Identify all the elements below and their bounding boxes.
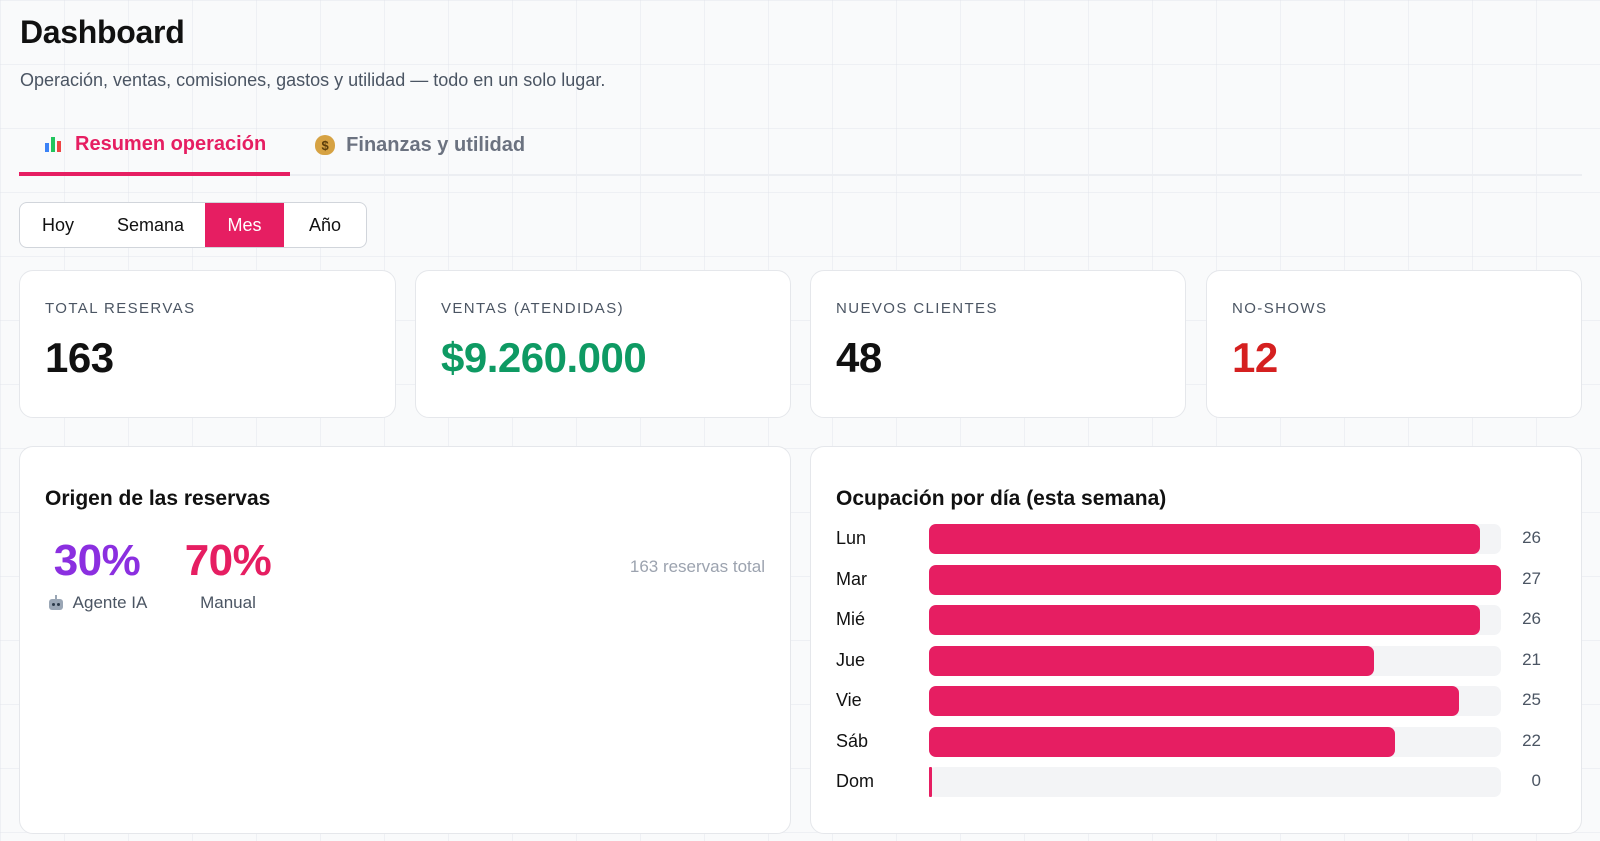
tab-resumen-operacion[interactable]: Resumen operación xyxy=(19,116,291,176)
kpi-card-no-shows: NO-SHOWS 12 xyxy=(1206,270,1582,418)
kpi-label: NUEVOS CLIENTES xyxy=(836,300,998,317)
origin-panel: Origen de las reservas 30% Agente IA 70%… xyxy=(19,446,791,834)
bar xyxy=(929,605,1480,635)
bar-category-label: Mié xyxy=(836,609,866,629)
bar-row-5: Sáb 22 xyxy=(836,726,1541,757)
period-mes-button[interactable]: Mes xyxy=(205,203,284,247)
period-selector: Hoy Semana Mes Año xyxy=(19,202,367,248)
kpi-label: TOTAL RESERVAS xyxy=(45,300,196,317)
origin-percent: 70% xyxy=(184,536,272,585)
origin-item-agente-ia: 30% Agente IA xyxy=(45,535,149,613)
page-subtitle: Operación, ventas, comisiones, gastos y … xyxy=(20,70,606,90)
bar-track xyxy=(929,726,1501,757)
origin-label-row: Agente IA xyxy=(45,593,149,613)
bar-track xyxy=(929,524,1501,554)
bar-track xyxy=(929,767,1501,797)
bar xyxy=(929,686,1459,716)
bar-value-label: 22 xyxy=(1522,730,1541,750)
bar-row-2: Mié 26 xyxy=(836,605,1541,635)
tab-label: Resumen operación xyxy=(75,132,267,155)
bar-row-6: Dom 0 xyxy=(836,767,1541,797)
bar-row-1: Mar 27 xyxy=(836,564,1541,595)
bar-category-label: Mar xyxy=(836,568,867,589)
bar xyxy=(929,767,932,797)
origin-percent: 30% xyxy=(53,536,141,585)
bar xyxy=(929,726,1396,757)
bar xyxy=(929,524,1480,554)
bar-row-4: Vie 25 xyxy=(836,686,1541,716)
bar-category-label: Lun xyxy=(836,528,867,548)
period-semana-button[interactable]: Semana xyxy=(116,214,185,235)
bar-category-label: Sáb xyxy=(836,730,869,751)
robot-icon xyxy=(47,595,65,611)
tab-finanzas-utilidad[interactable]: $ Finanzas y utilidad xyxy=(290,116,549,174)
kpi-card-total-reservas: TOTAL RESERVAS 163 xyxy=(19,270,396,418)
bar-row-3: Jue 21 xyxy=(836,645,1541,676)
bar-category-label: Jue xyxy=(836,649,866,670)
bar-value-label: 25 xyxy=(1522,690,1541,709)
bar-row-0: Lun 26 xyxy=(836,524,1541,554)
origin-total: 163 reservas total xyxy=(629,557,765,576)
bar-track xyxy=(929,686,1501,716)
kpi-card-ventas: VENTAS (ATENDIDAS) $9.260.000 xyxy=(415,270,791,418)
origin-title: Origen de las reservas xyxy=(45,487,271,510)
bar-value-label: 0 xyxy=(1531,771,1541,790)
bar-value-label: 26 xyxy=(1522,528,1541,547)
origin-item-manual: 70% Manual xyxy=(179,535,277,613)
occupancy-panel: Ocupación por día (esta semana) Lun 26 Mar… xyxy=(810,446,1582,834)
bar xyxy=(929,645,1374,676)
bar-value-label: 27 xyxy=(1522,568,1541,588)
origin-label: Agente IA xyxy=(72,593,148,612)
occupancy-title: Ocupación por día (esta semana) xyxy=(836,487,1167,510)
origin-label-row: Manual xyxy=(179,593,277,613)
kpi-value: 163 xyxy=(45,334,114,381)
tab-label: Finanzas y utilidad xyxy=(346,133,526,156)
period-hoy-button[interactable]: Hoy xyxy=(41,214,74,235)
page-title: Dashboard xyxy=(20,14,185,50)
kpi-label: NO-SHOWS xyxy=(1232,300,1328,317)
bar-track xyxy=(929,645,1501,676)
page-header: Dashboard Operación, ventas, comisiones,… xyxy=(20,0,1580,92)
bar-category-label: Vie xyxy=(836,690,862,710)
period-ano-button[interactable]: Año xyxy=(308,214,342,235)
origin-label: Manual xyxy=(200,593,256,612)
bar-category-label: Dom xyxy=(836,771,875,791)
kpi-value: 12 xyxy=(1232,334,1278,381)
bar-chart-icon xyxy=(43,133,65,155)
bar-track xyxy=(929,605,1501,635)
money-bag-icon: $ xyxy=(314,134,336,156)
kpi-value: 48 xyxy=(836,334,882,381)
bar-value-label: 21 xyxy=(1522,649,1541,669)
bar-track xyxy=(929,564,1501,595)
kpi-value: $9.260.000 xyxy=(441,334,647,381)
tab-bar: Resumen operación $ Finanzas y utilidad xyxy=(19,116,1582,176)
bar xyxy=(929,564,1501,595)
bar-value-label: 26 xyxy=(1522,609,1541,628)
kpi-label: VENTAS (ATENDIDAS) xyxy=(441,300,624,317)
kpi-card-nuevos-clientes: NUEVOS CLIENTES 48 xyxy=(810,270,1186,418)
